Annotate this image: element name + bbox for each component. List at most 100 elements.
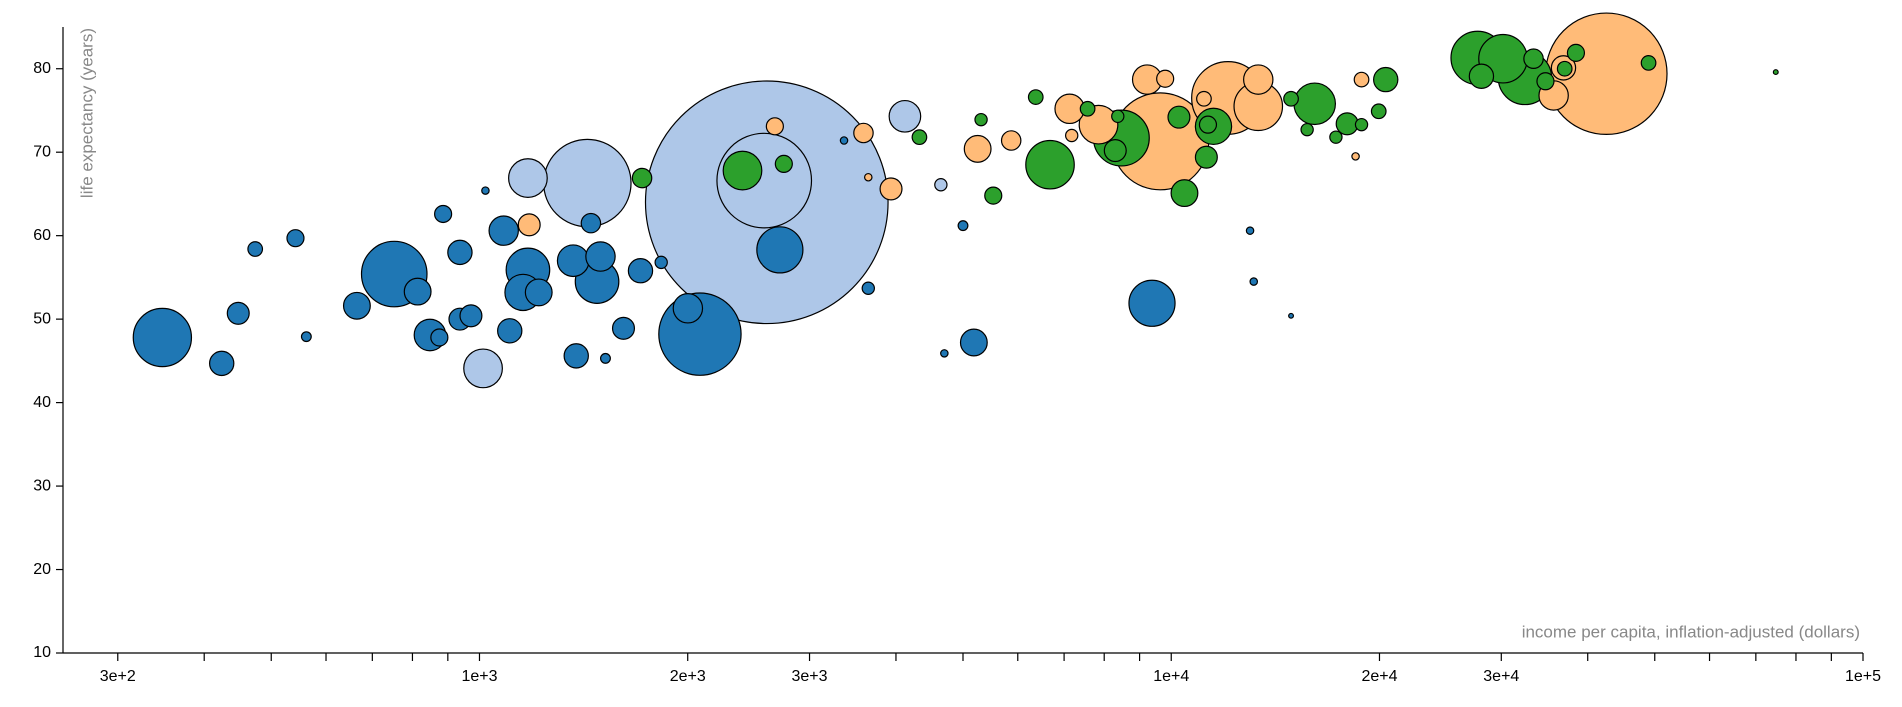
bubble [1536,72,1555,91]
bubble [722,150,763,191]
bubble [1354,117,1369,132]
bubble [1194,145,1218,169]
bubble [600,352,611,364]
bubble [1772,69,1779,76]
bubble [1566,43,1586,62]
x-tick-label: 2e+4 [1361,668,1397,685]
bubble [984,186,1003,205]
bubble [430,328,449,347]
x-tick-label: 1e+3 [461,668,497,685]
bubble [1000,130,1022,151]
bubble [556,244,590,278]
x-tick-label: 3e+4 [1483,668,1519,685]
bubble [1249,277,1259,286]
bubble [286,229,305,248]
bubble [774,154,793,173]
bubble [497,318,523,344]
bubble [654,255,668,270]
bubble [1243,64,1274,95]
bubble [481,186,490,195]
bubble [672,293,704,324]
bubble [208,350,235,377]
bubble [580,212,602,234]
bubble [627,258,654,284]
bubble [1128,279,1176,327]
bubble [1198,115,1218,134]
bubble [1245,226,1255,235]
bubble [879,177,903,201]
bubble [1167,105,1191,129]
bubble [1156,69,1175,88]
bubble [765,117,784,136]
bubble [447,239,473,266]
y-tick-label: 30 [33,477,51,494]
bubble [342,291,371,320]
x-tick-label: 1e+4 [1153,668,1189,685]
bubble [517,213,541,237]
bubble [1027,89,1044,105]
bubble [585,241,616,272]
bubble [247,241,264,257]
bubble [631,167,653,189]
bubble [1353,71,1370,88]
bubble [1351,152,1360,161]
bubble [1293,82,1336,126]
bubble [524,278,553,307]
y-tick-label: 10 [33,644,51,661]
bubble [1329,130,1343,144]
bubble [1556,60,1573,77]
bubble [864,172,873,182]
bubble [300,331,312,343]
bubble [957,220,969,232]
bubble [1523,48,1544,69]
bubble [940,349,949,358]
bubble [563,343,589,369]
y-axis-title: life expectancy (years) [77,28,96,198]
x-tick-label: 3e+2 [100,668,136,685]
x-tick-label: 1e+5 [1845,668,1881,685]
bubble [459,304,483,328]
bubble [959,328,988,357]
bubble [1300,122,1314,137]
bubble [1111,109,1125,124]
bubble [1170,179,1199,208]
bubble [1196,90,1212,107]
bubble [853,122,874,144]
bubble [226,301,250,325]
x-tick-label: 3e+3 [792,668,828,685]
bubble [1079,100,1096,117]
bubble [1025,139,1075,190]
bubble [888,99,922,133]
bubble [861,281,875,295]
bubble [1065,128,1079,143]
y-tick-label: 60 [33,227,51,244]
bubble [611,316,636,340]
bubble [911,129,928,146]
y-tick-label: 50 [33,310,51,327]
bubble [1640,55,1657,71]
bubble [963,134,992,163]
y-tick-label: 20 [33,561,51,578]
x-axis-title: income per capita, inflation-adjusted (d… [1522,622,1860,641]
bubble [756,226,804,274]
bubble [488,215,519,246]
x-tick-label: 2e+3 [670,668,706,685]
bubble [974,112,988,127]
y-tick-label: 70 [33,143,51,160]
bubble [1370,103,1387,120]
bubble [403,277,432,306]
y-tick-label: 40 [33,394,51,411]
bubble [1335,112,1359,136]
bubble [934,178,948,192]
bubble [839,136,849,145]
bubble [132,307,193,368]
bubble [1373,66,1399,93]
bubble [463,348,503,389]
bubble [434,204,453,224]
bubble [1283,90,1299,107]
bubble [508,158,548,198]
bubble [1103,138,1127,163]
bubble [1288,312,1295,319]
